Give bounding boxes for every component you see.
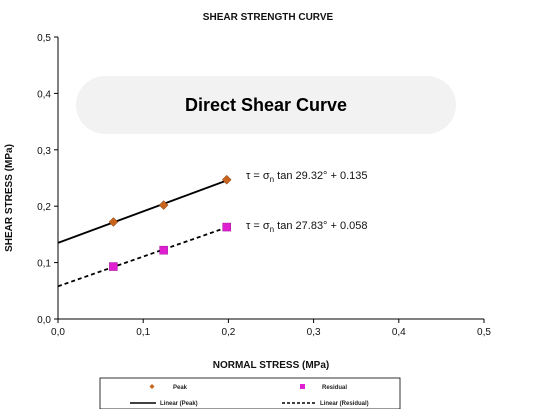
- data-point-peak: [158, 200, 169, 210]
- y-tick-label: 0,0: [37, 315, 51, 326]
- data-point-peak: [108, 217, 119, 227]
- trendlines: [57, 179, 228, 288]
- trendline-peak: [57, 179, 228, 244]
- data-point-residual: [159, 245, 168, 255]
- y-axis-title: SHEAR STRESS (MPa): [4, 144, 15, 252]
- legend-linear-residual-label: Linear (Residual): [320, 401, 369, 407]
- x-tick-label: 0,0: [51, 327, 65, 338]
- equation-peak: τ = σn tan 29.32° + 0.135: [246, 170, 368, 184]
- y-tick-label: 0,2: [37, 202, 51, 213]
- banner-title: Direct Shear Curve: [185, 95, 347, 115]
- data-point-residual: [109, 262, 118, 271]
- x-ticks: 0,0 0,1 0,2 0,3 0,4 0,5: [51, 319, 491, 338]
- x-tick-label: 0,2: [221, 327, 235, 338]
- legend-residual-marker: [300, 384, 305, 389]
- legend-linear-peak-label: Linear (Peak): [160, 401, 198, 407]
- legend: Peak Residual Linear (Peak) Linear (Resi…: [99, 377, 401, 409]
- banner-background: [76, 76, 456, 134]
- x-tick-label: 0,3: [307, 327, 321, 338]
- data-point-residual: [222, 222, 231, 232]
- x-tick-label: 0,1: [136, 327, 150, 338]
- x-tick-label: 0,4: [392, 327, 406, 338]
- markers: [108, 174, 232, 271]
- plot-area: Direct Shear Curve 0,0 0,1 0,2 0,3 0,4 0,5 0,…: [37, 33, 491, 338]
- trendline-residual: [57, 226, 227, 288]
- y-ticks: 0,0 0,1 0,2 0,3 0,4 0,5: [37, 33, 58, 326]
- legend-peak-marker: [149, 384, 155, 389]
- data-point-peak: [221, 174, 232, 185]
- chart-title: SHEAR STRENGTH CURVE: [203, 12, 334, 23]
- legend-peak-label: Peak: [173, 385, 188, 391]
- y-tick-label: 0,4: [37, 89, 51, 100]
- equation-residual: τ = σn tan 27.83° + 0.058: [246, 220, 368, 234]
- y-tick-label: 0,3: [37, 146, 51, 157]
- legend-box: [99, 377, 401, 409]
- x-axis-title: NORMAL STRESS (MPa): [213, 360, 330, 371]
- y-tick-label: 0,5: [37, 33, 51, 44]
- y-tick-label: 0,1: [37, 259, 51, 270]
- x-tick-label: 0,5: [477, 327, 491, 338]
- legend-residual-label: Residual: [322, 385, 347, 391]
